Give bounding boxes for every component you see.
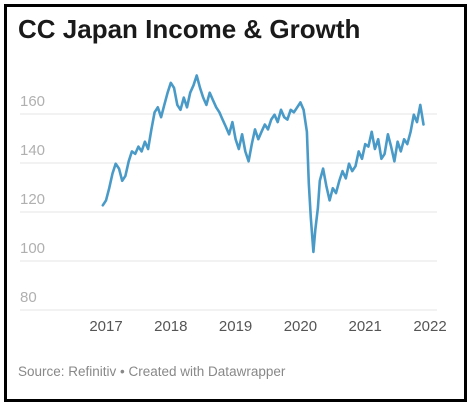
y-tick-label: 160 <box>20 93 45 110</box>
x-tick-label: 2021 <box>349 318 382 335</box>
x-tick-label: 2020 <box>284 318 317 335</box>
chart-frame <box>4 4 467 402</box>
y-tick-label: 140 <box>20 142 45 159</box>
gridlines <box>20 113 437 311</box>
y-tick-label: 80 <box>20 289 37 306</box>
x-tick-label: 2018 <box>154 318 187 335</box>
y-axis-ticks: 80 100 120 140 160 <box>20 93 45 306</box>
chart-title: CC Japan Income & Growth <box>18 14 361 44</box>
x-tick-label: 2019 <box>219 318 252 335</box>
chart-source-note: Source: Refinitiv • Created with Datawra… <box>18 364 286 379</box>
y-tick-label: 120 <box>20 191 45 208</box>
series-line <box>101 74 425 254</box>
y-tick-label: 100 <box>20 240 45 257</box>
x-tick-label: 2022 <box>413 318 446 335</box>
x-tick-label: 2017 <box>89 318 122 335</box>
x-axis-ticks: 2017 2018 2019 2020 2021 2022 <box>89 318 446 335</box>
